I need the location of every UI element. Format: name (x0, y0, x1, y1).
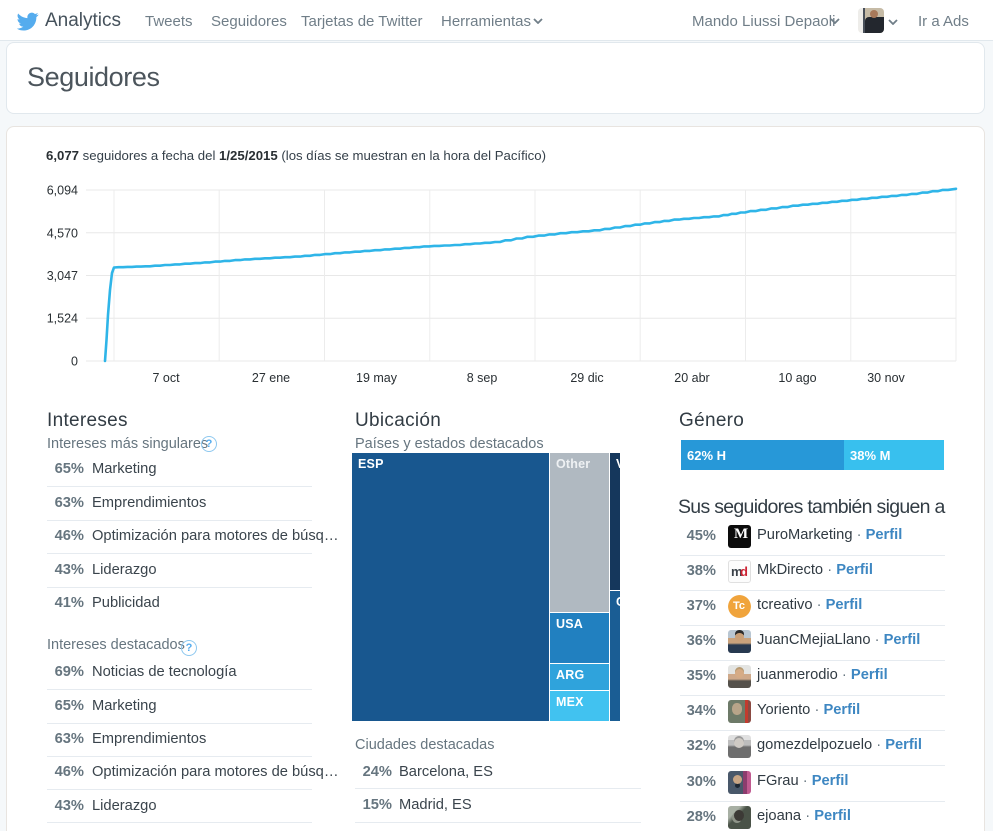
svg-text:27 ene: 27 ene (252, 371, 290, 385)
svg-text:8 sep: 8 sep (467, 371, 498, 385)
svg-text:19 may: 19 may (356, 371, 398, 385)
svg-text:4,570: 4,570 (47, 226, 78, 240)
svg-text:30 nov: 30 nov (867, 371, 905, 385)
svg-text:29 dic: 29 dic (570, 371, 603, 385)
svg-text:7 oct: 7 oct (152, 371, 180, 385)
svg-text:20 abr: 20 abr (674, 371, 709, 385)
svg-text:10 ago: 10 ago (778, 371, 816, 385)
svg-text:1,524: 1,524 (47, 312, 78, 326)
svg-text:0: 0 (71, 355, 78, 369)
svg-text:3,047: 3,047 (47, 269, 78, 283)
svg-text:6,094: 6,094 (47, 184, 78, 198)
